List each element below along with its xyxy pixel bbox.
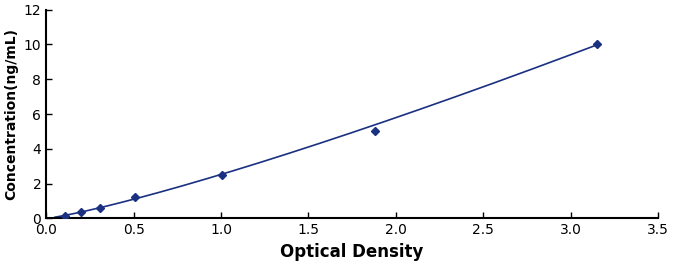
- Y-axis label: Concentration(ng/mL): Concentration(ng/mL): [4, 28, 18, 200]
- X-axis label: Optical Density: Optical Density: [281, 243, 424, 261]
